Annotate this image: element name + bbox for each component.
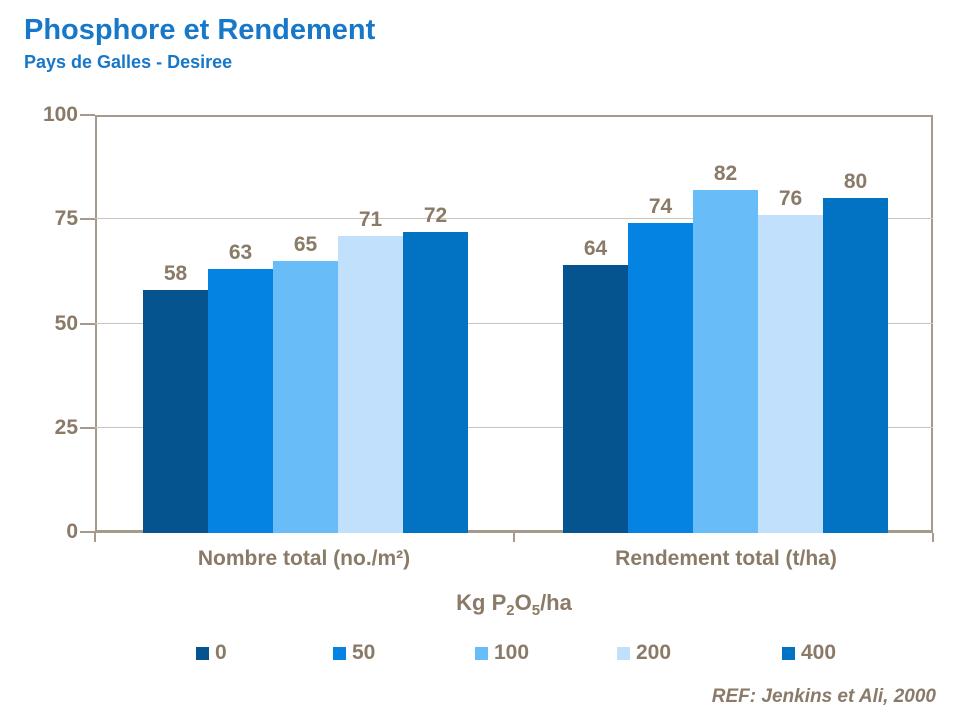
x-tick-mark — [94, 533, 96, 542]
category-label: Nombre total (no./m²) — [197, 547, 411, 570]
x-axis-title-part: O — [514, 590, 532, 615]
bar-200-cat1 — [758, 215, 823, 533]
bar-100-cat0 — [273, 261, 338, 533]
y-tick-mark — [80, 322, 95, 325]
legend-swatch-icon — [333, 646, 346, 660]
gridline — [95, 426, 933, 428]
legend-label: 50 — [352, 641, 376, 664]
bar-value-label: 71 — [358, 208, 383, 231]
x-axis-title-subscript: 5 — [531, 602, 541, 619]
x-tick-mark — [932, 533, 934, 542]
category-label: Rendement total (t/ha) — [615, 547, 837, 570]
bar-value-label: 82 — [713, 162, 738, 185]
legend-label: 100 — [494, 641, 530, 664]
bar-100-cat1 — [693, 190, 758, 533]
x-axis-title: Kg P2O5/ha — [314, 590, 714, 619]
gridline — [95, 218, 933, 220]
bar-value-label: 74 — [648, 195, 673, 218]
y-tick-mark — [80, 114, 95, 116]
y-tick-label: 25 — [54, 415, 78, 439]
y-tick-mark — [80, 426, 95, 429]
y-tick-label: 50 — [54, 311, 78, 335]
legend-item-400: 400 — [782, 641, 836, 665]
legend-label: 0 — [215, 641, 227, 664]
legend-swatch-icon — [617, 646, 630, 660]
bar-50-cat0 — [208, 269, 273, 533]
legend-item-0: 0 — [196, 641, 227, 665]
chart-subtitle: Pays de Galles - Desiree — [24, 52, 233, 72]
gridline — [95, 322, 933, 324]
bar-400-cat1 — [823, 198, 888, 533]
x-axis-title-subscript: 2 — [506, 602, 515, 619]
legend-swatch-icon — [196, 646, 209, 660]
reference-text: REF: Jenkins et Ali, 2000 — [711, 686, 936, 707]
legend-swatch-icon — [475, 646, 488, 660]
legend-label: 200 — [636, 641, 672, 664]
x-tick-mark — [513, 533, 515, 542]
bar-400-cat0 — [403, 232, 468, 533]
legend-item-50: 50 — [333, 641, 375, 665]
chart-title: Phosphore et Rendement — [24, 14, 376, 46]
y-tick-mark — [80, 531, 95, 533]
bar-200-cat0 — [338, 236, 403, 533]
bar-value-label: 72 — [423, 204, 448, 227]
legend-swatch-icon — [782, 646, 795, 660]
bar-value-label: 65 — [293, 233, 318, 256]
x-axis-title-part: /ha — [540, 590, 572, 615]
bar-value-label: 64 — [583, 237, 608, 260]
bar-0-cat1 — [563, 265, 628, 533]
legend-label: 400 — [801, 641, 837, 664]
x-axis-title-part: Kg P — [456, 590, 507, 615]
bar-50-cat1 — [628, 223, 693, 533]
bar-value-label: 58 — [163, 262, 188, 285]
y-tick-label: 100 — [42, 103, 78, 126]
bar-value-label: 63 — [228, 241, 253, 264]
legend-item-100: 100 — [475, 641, 529, 665]
legend-item-200: 200 — [617, 641, 671, 665]
bar-value-label: 76 — [778, 187, 803, 210]
bar-value-label: 80 — [843, 170, 868, 193]
y-tick-label: 75 — [54, 207, 78, 231]
y-tick-mark — [80, 218, 95, 221]
y-tick-label: 0 — [66, 520, 78, 543]
bar-0-cat0 — [143, 290, 208, 533]
